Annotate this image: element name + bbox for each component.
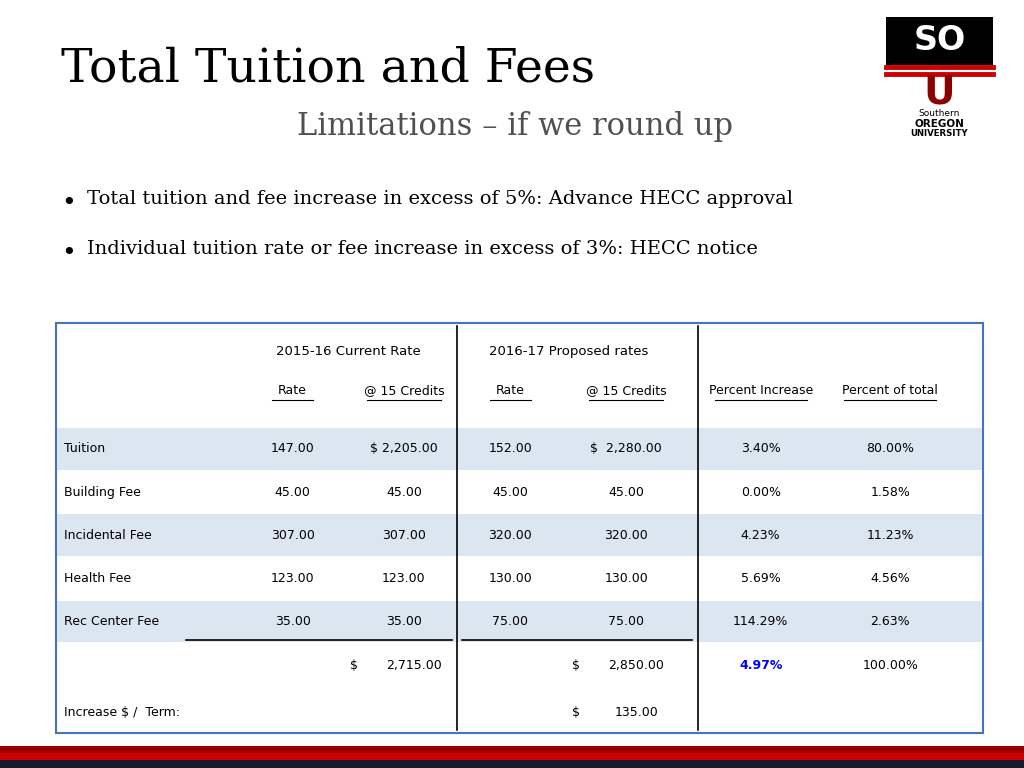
Text: Building Fee: Building Fee bbox=[63, 485, 140, 498]
Text: 320.00: 320.00 bbox=[604, 528, 648, 541]
Text: 2,850.00: 2,850.00 bbox=[608, 659, 665, 672]
Text: 2.63%: 2.63% bbox=[870, 615, 910, 628]
Text: 123.00: 123.00 bbox=[382, 572, 426, 585]
Text: 2016-17 Proposed rates: 2016-17 Proposed rates bbox=[488, 345, 648, 358]
Text: UNIVERSITY: UNIVERSITY bbox=[910, 129, 969, 138]
Text: 320.00: 320.00 bbox=[488, 528, 532, 541]
Text: 4.97%: 4.97% bbox=[739, 659, 782, 672]
Text: Individual tuition rate or fee increase in excess of 3%: HECC notice: Individual tuition rate or fee increase … bbox=[87, 240, 758, 258]
Text: @ 15 Credits: @ 15 Credits bbox=[586, 384, 667, 397]
Text: 123.00: 123.00 bbox=[270, 572, 314, 585]
Bar bbox=[0, 760, 1024, 768]
Text: Tuition: Tuition bbox=[63, 442, 104, 455]
Text: 0.00%: 0.00% bbox=[740, 485, 780, 498]
Text: 80.00%: 80.00% bbox=[866, 442, 914, 455]
Text: Percent Increase: Percent Increase bbox=[709, 384, 813, 397]
Text: 307.00: 307.00 bbox=[382, 528, 426, 541]
Text: Rate: Rate bbox=[496, 384, 525, 397]
Text: OREGON: OREGON bbox=[914, 119, 965, 129]
Text: •: • bbox=[61, 192, 76, 215]
Bar bbox=[57, 601, 982, 642]
Text: U: U bbox=[924, 74, 955, 111]
Text: $: $ bbox=[350, 659, 357, 672]
Text: 11.23%: 11.23% bbox=[866, 528, 914, 541]
Text: Limitations – if we round up: Limitations – if we round up bbox=[297, 111, 733, 142]
Text: 45.00: 45.00 bbox=[493, 485, 528, 498]
Text: 130.00: 130.00 bbox=[604, 572, 648, 585]
Bar bbox=[0, 753, 1024, 760]
Text: Total Tuition and Fees: Total Tuition and Fees bbox=[61, 46, 595, 91]
Text: Percent of total: Percent of total bbox=[843, 384, 938, 397]
Text: 4.23%: 4.23% bbox=[740, 528, 780, 541]
Text: 45.00: 45.00 bbox=[274, 485, 310, 498]
Text: 152.00: 152.00 bbox=[488, 442, 532, 455]
Bar bbox=[0, 746, 1024, 753]
Text: 2015-16 Current Rate: 2015-16 Current Rate bbox=[275, 345, 421, 358]
Bar bbox=[57, 428, 982, 470]
Text: Incidental Fee: Incidental Fee bbox=[63, 528, 152, 541]
Bar bbox=[57, 515, 982, 556]
Text: Rate: Rate bbox=[279, 384, 307, 397]
Text: $  2,280.00: $ 2,280.00 bbox=[591, 442, 663, 455]
Text: 45.00: 45.00 bbox=[608, 485, 644, 498]
Text: •: • bbox=[61, 242, 76, 265]
Text: 114.29%: 114.29% bbox=[733, 615, 788, 628]
Text: 4.56%: 4.56% bbox=[870, 572, 910, 585]
Text: 130.00: 130.00 bbox=[488, 572, 532, 585]
Text: $: $ bbox=[572, 707, 581, 720]
Text: 307.00: 307.00 bbox=[270, 528, 314, 541]
Text: 5.69%: 5.69% bbox=[740, 572, 780, 585]
Text: Health Fee: Health Fee bbox=[63, 572, 131, 585]
Text: Southern: Southern bbox=[919, 109, 961, 118]
Text: 35.00: 35.00 bbox=[386, 615, 422, 628]
Text: 45.00: 45.00 bbox=[386, 485, 422, 498]
Text: 100.00%: 100.00% bbox=[862, 659, 919, 672]
Text: Rec Center Fee: Rec Center Fee bbox=[63, 615, 159, 628]
FancyBboxPatch shape bbox=[886, 17, 993, 65]
FancyBboxPatch shape bbox=[56, 323, 983, 733]
Text: 75.00: 75.00 bbox=[493, 615, 528, 628]
Text: Total tuition and fee increase in excess of 5%: Advance HECC approval: Total tuition and fee increase in excess… bbox=[87, 190, 793, 208]
Text: 1.58%: 1.58% bbox=[870, 485, 910, 498]
Text: 147.00: 147.00 bbox=[270, 442, 314, 455]
Text: @ 15 Credits: @ 15 Credits bbox=[364, 384, 444, 397]
Text: 3.40%: 3.40% bbox=[740, 442, 780, 455]
Text: $ 2,205.00: $ 2,205.00 bbox=[370, 442, 437, 455]
Text: 2,715.00: 2,715.00 bbox=[386, 659, 442, 672]
Text: 135.00: 135.00 bbox=[614, 707, 658, 720]
Text: SO: SO bbox=[913, 24, 966, 57]
Text: Increase $ /  Term:: Increase $ / Term: bbox=[63, 707, 180, 720]
Text: $: $ bbox=[572, 659, 581, 672]
Text: 75.00: 75.00 bbox=[608, 615, 644, 628]
Text: 35.00: 35.00 bbox=[274, 615, 310, 628]
